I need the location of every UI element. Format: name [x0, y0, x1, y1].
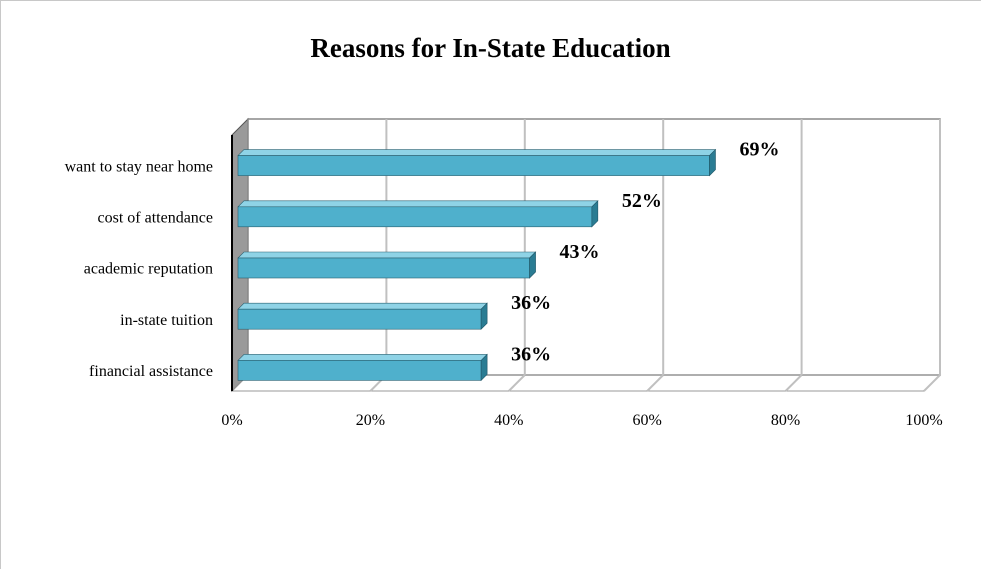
x-tick-label: 60%: [633, 412, 662, 429]
x-tick-labels: 0% 20% 40% 60% 80% 100%: [221, 412, 942, 429]
data-label: 36%: [511, 292, 551, 314]
category-label: academic reputation: [84, 261, 213, 278]
bar-side-face: [709, 148, 716, 177]
bar-top-face: [237, 354, 488, 361]
bar: [237, 257, 530, 279]
bar: [237, 206, 593, 228]
data-label: 36%: [511, 343, 551, 365]
x-tick-label: 0%: [221, 412, 242, 429]
category-label: cost of attendance: [98, 209, 214, 226]
bars: [237, 148, 717, 382]
category-labels: want to stay near home cost of attendance…: [65, 158, 213, 380]
x-tick-label: 100%: [905, 412, 942, 429]
gridline-floor: [508, 374, 526, 392]
bar-side-face: [480, 353, 488, 382]
data-label: 52%: [622, 190, 662, 212]
x-tick-label: 40%: [494, 412, 523, 429]
category-label: want to stay near home: [65, 158, 213, 175]
bar-top-face: [237, 200, 599, 208]
gridline-floor: [784, 374, 803, 392]
gridline-floor: [923, 374, 941, 392]
bar-side-face: [591, 200, 599, 228]
chart-title: Reasons for In-State Education: [310, 33, 671, 63]
x-tick-label: 80%: [771, 412, 800, 429]
data-label: 69%: [739, 139, 779, 161]
bar-side-face: [529, 251, 536, 279]
data-label: 43%: [560, 241, 600, 263]
data-labels: 69% 52% 43% 36% 36%: [511, 139, 779, 366]
x-tick-label: 20%: [356, 412, 385, 429]
bar-top-face: [237, 149, 717, 156]
bar: [237, 308, 482, 330]
bar-top-face: [237, 302, 488, 310]
category-label: financial assistance: [89, 363, 213, 380]
bar-top-face: [237, 251, 537, 259]
category-label: in-state tuition: [120, 312, 213, 329]
bar: [237, 155, 710, 176]
bar-side-face: [480, 302, 488, 330]
bar: [237, 360, 482, 381]
gridline-floor: [646, 374, 664, 392]
